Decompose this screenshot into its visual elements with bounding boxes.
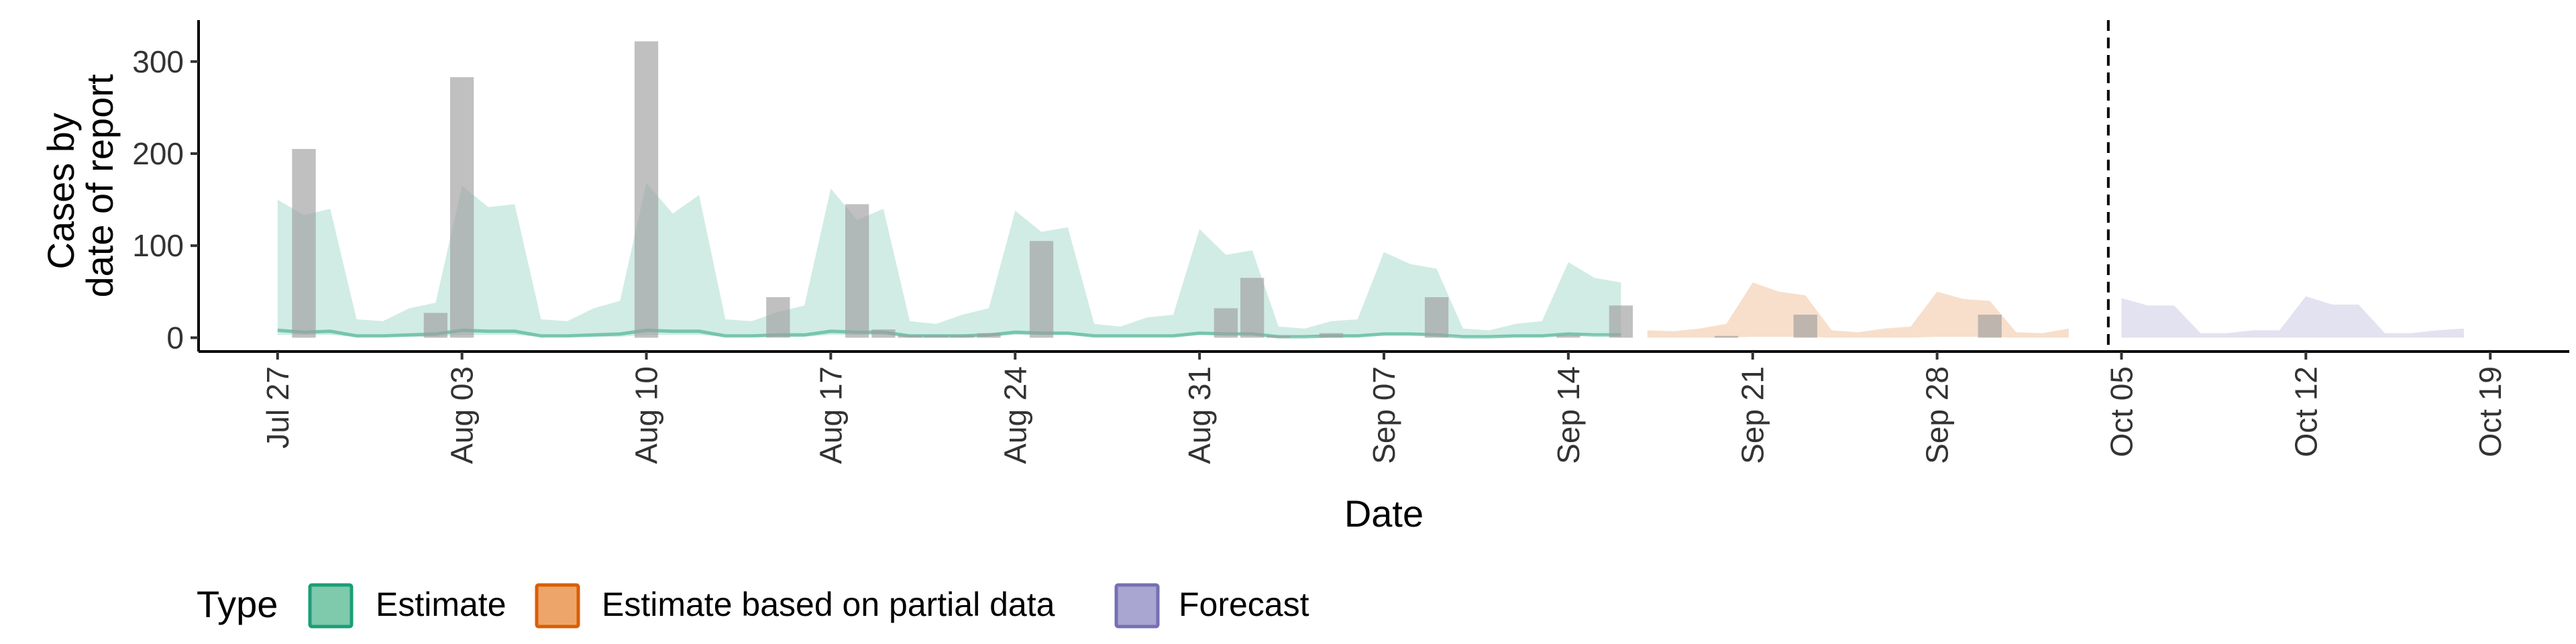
ribbon-estimate xyxy=(277,182,1621,337)
x-axis-ticks: Jul 27 Aug 03 Aug 10 Aug 17 Aug 24 Aug 31 Sep … xyxy=(260,352,2508,464)
x-tick-label: Jul 27 xyxy=(260,366,295,449)
reported-cases-bar xyxy=(845,204,869,338)
y-axis-title-line-1: Cases by xyxy=(40,113,82,269)
reported-cases-bar xyxy=(1240,278,1265,338)
reported-cases-bar xyxy=(1214,308,1238,338)
y-axis-title-line-2: date of report xyxy=(78,74,121,298)
reported-cases-bar xyxy=(951,335,975,338)
y-tick-label: 200 xyxy=(132,136,184,171)
legend-label: Estimate based on partial data xyxy=(602,586,1055,623)
x-tick-label: Aug 03 xyxy=(445,366,480,464)
legend-title: Type xyxy=(197,583,278,625)
reported-cases-bar xyxy=(766,297,790,338)
x-tick-label: Oct 12 xyxy=(2288,366,2323,458)
reported-cases-bar xyxy=(1424,297,1449,338)
reported-cases-bar xyxy=(1793,315,1817,338)
ribbon-forecast xyxy=(2121,296,2464,338)
reported-cases-bar xyxy=(1714,335,1739,338)
reported-cases-bar xyxy=(634,41,659,338)
legend-key xyxy=(308,583,354,629)
plot-area xyxy=(277,20,2464,352)
x-tick-label: Sep 07 xyxy=(1366,366,1401,464)
reported-cases-bar xyxy=(450,77,474,338)
legend-label: Forecast xyxy=(1179,586,1309,623)
y-axis-title: Cases by date of report xyxy=(40,74,121,298)
reported-cases-bar xyxy=(423,313,447,338)
ribbon-estimate-based-on-partial-data xyxy=(1647,282,2069,338)
x-tick-label: Aug 17 xyxy=(813,366,848,464)
reported-cases-bar xyxy=(871,329,896,338)
reported-cases-bar xyxy=(1556,335,1580,338)
x-tick-label: Oct 05 xyxy=(2104,366,2139,458)
reported-cases-bar xyxy=(977,333,1001,338)
reported-cases-bar xyxy=(1978,315,2002,338)
legend-key xyxy=(535,583,580,629)
legend-key xyxy=(1114,583,1160,629)
x-tick-label: Aug 10 xyxy=(629,366,664,464)
x-tick-label: Sep 14 xyxy=(1551,366,1586,464)
x-tick-label: Aug 24 xyxy=(998,366,1032,464)
x-axis-title: Date xyxy=(1344,492,1424,535)
y-tick-label: 300 xyxy=(132,44,184,79)
reported-cases-bar xyxy=(1267,335,1291,338)
x-tick-label: Aug 31 xyxy=(1182,366,1217,464)
reported-cases-bar xyxy=(924,335,949,338)
reported-cases-bar xyxy=(1029,241,1054,338)
x-tick-label: Oct 19 xyxy=(2473,366,2508,458)
legend-label: Estimate xyxy=(376,586,506,623)
reported-cases-bar xyxy=(1609,305,1633,338)
x-tick-label: Sep 28 xyxy=(1920,366,1955,464)
reported-cases-bar xyxy=(292,149,316,338)
y-axis-ticks: 0 100 200 300 xyxy=(132,44,199,355)
reported-cases-bar xyxy=(1319,333,1344,338)
x-tick-label: Sep 21 xyxy=(1735,366,1770,464)
legend: Type Estimate Estimate based on partial d… xyxy=(197,583,1309,629)
y-tick-label: 0 xyxy=(166,320,184,355)
reported-cases-bar xyxy=(898,335,922,338)
y-tick-label: 100 xyxy=(132,228,184,263)
legend-entries: Estimate Estimate based on partial data Fo… xyxy=(308,583,1309,629)
axes: 0 100 200 300 Jul 27 Aug 03 Aug 10 Aug 17 Aug 2… xyxy=(40,20,2569,535)
ribbon-inner-band xyxy=(277,328,1621,339)
